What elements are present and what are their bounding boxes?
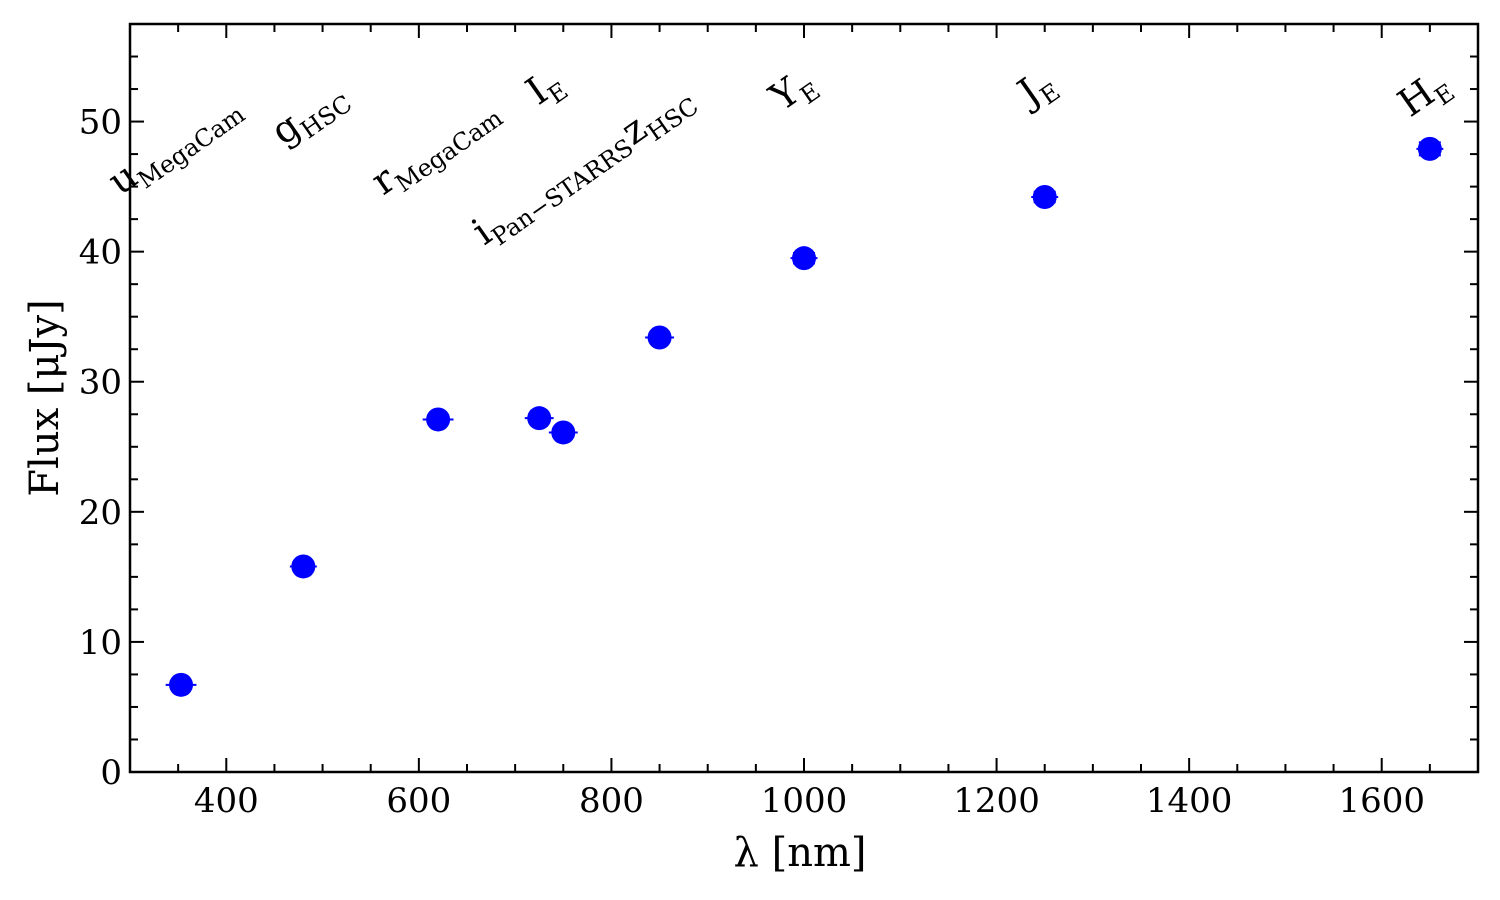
data-point (165, 672, 197, 697)
y-tick-label: 20 (79, 493, 122, 533)
band-subscript: HSC (295, 89, 357, 144)
axis-ticks (130, 24, 1478, 773)
y-tick-label: 0 (100, 753, 122, 793)
band-letter: H (1390, 70, 1442, 125)
data-point (1031, 185, 1059, 210)
marker (169, 672, 194, 697)
data-points (165, 136, 1444, 697)
plot-area: 400 600 800 1000 1200 1400 1600 0 10 20 30 40 50 uMe… (79, 22, 1480, 821)
band-label: JE (1007, 60, 1066, 122)
marker (291, 554, 316, 579)
marker (1032, 185, 1057, 210)
x-axis-label: λ [nm] (734, 830, 867, 876)
marker (527, 406, 552, 431)
plot-frame (128, 22, 1480, 774)
x-tick-label: 1000 (761, 781, 848, 821)
x-tick-label: 400 (194, 781, 259, 821)
band-label: uMegaCam (100, 82, 250, 208)
band-label: HE (1390, 60, 1460, 130)
marker (426, 407, 451, 432)
data-point (422, 407, 454, 432)
data-point (524, 406, 554, 431)
band-label: IE (518, 59, 573, 119)
x-tick-label: 1400 (1146, 781, 1233, 821)
data-point (1416, 136, 1444, 161)
band-subscript: MegaCam (133, 100, 251, 194)
y-axis-label: Flux [μJy] (22, 299, 68, 496)
x-tick-label: 1200 (953, 781, 1040, 821)
data-point (289, 554, 317, 579)
y-tick-label: 30 (79, 363, 122, 403)
band-subscript: Pan−STARRS (487, 133, 639, 251)
x-tick-label: 800 (579, 781, 644, 821)
data-point (548, 420, 578, 445)
x-tick-label: 600 (386, 781, 451, 821)
y-tick-label: 40 (79, 233, 122, 273)
band-subscript: HSC (642, 92, 704, 147)
marker (551, 420, 576, 445)
x-tick-label: 1600 (1338, 781, 1425, 821)
data-point (790, 246, 818, 271)
data-point (645, 325, 675, 350)
marker (1417, 136, 1442, 161)
y-tick-label: 10 (79, 623, 122, 663)
band-subscript: MegaCam (390, 104, 508, 198)
y-tick-label: 50 (79, 103, 122, 143)
marker (792, 246, 816, 271)
band-label: gHSC (263, 71, 357, 158)
band-label: rMegaCam (363, 86, 508, 209)
axis-tick-labels: 400 600 800 1000 1200 1400 1600 0 10 20 30 40 50 (79, 103, 1425, 821)
band-label: YE (761, 59, 825, 125)
marker (647, 325, 672, 350)
